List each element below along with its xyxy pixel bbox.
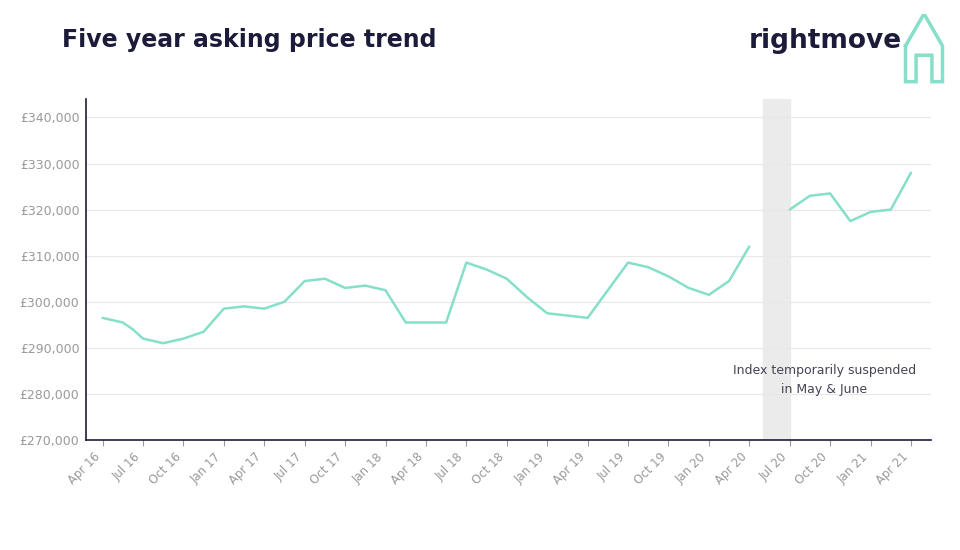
Text: Index temporarily suspended
in May & June: Index temporarily suspended in May & Jun… (732, 364, 916, 396)
Bar (762, 99, 790, 440)
Text: rightmove: rightmove (749, 28, 902, 53)
Text: Five year asking price trend: Five year asking price trend (62, 28, 437, 52)
